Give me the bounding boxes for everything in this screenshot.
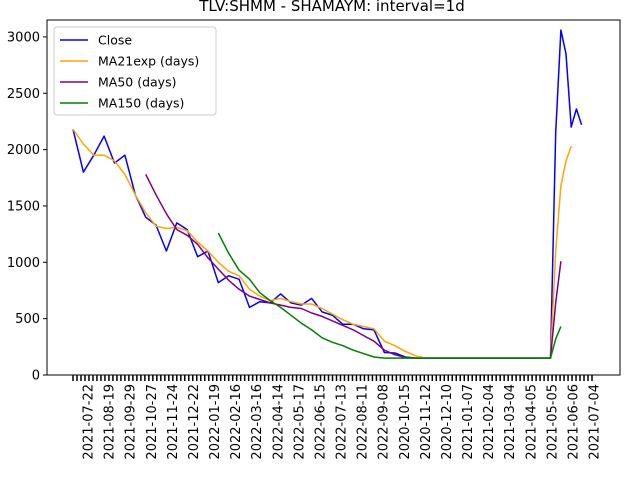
y-tick-label: 2000 xyxy=(7,143,40,158)
chart-title: TLV:SHMM - SHAMAYM: interval=1d xyxy=(198,0,464,15)
x-tick-label: 2022-02-16 xyxy=(229,384,244,460)
y-tick-label: 1000 xyxy=(7,256,40,271)
legend: Close MA21exp (days) MA50 (days) MA150 (day… xyxy=(53,26,217,116)
x-tick-label: 2020-12-10 xyxy=(440,384,455,460)
x-tick-label: 2022-04-14 xyxy=(271,384,286,460)
x-tick-label: 2021-07-04 xyxy=(588,384,603,460)
x-tick-label: 2021-12-22 xyxy=(187,384,202,460)
x-axis: 2021-07-22 2021-08-19 2021-09-29 2021-10-27… xyxy=(72,375,603,460)
x-tick-label: 2020-10-15 xyxy=(398,384,413,460)
x-tick-label: 2021-11-24 xyxy=(166,384,181,460)
x-tick-label: 2021-07-22 xyxy=(82,384,97,460)
legend-label: Close xyxy=(98,33,132,48)
x-tick-label: 2021-05-05 xyxy=(545,384,560,460)
legend-box xyxy=(53,26,217,116)
x-tick-label: 2022-03-16 xyxy=(250,384,265,460)
x-tick-label: 2021-08-19 xyxy=(103,384,118,460)
y-axis: 0 500 1000 1500 2000 2500 3000 xyxy=(7,30,47,384)
series-line-ma21exp-days xyxy=(72,128,572,359)
plot-area xyxy=(72,29,583,359)
y-tick-label: 0 xyxy=(32,369,40,384)
series-line-ma150-days xyxy=(217,232,562,359)
x-tick-label: 2022-06-15 xyxy=(313,384,328,460)
x-tick-label: 2021-03-04 xyxy=(503,384,518,460)
x-tick-label: 2022-01-19 xyxy=(208,384,223,460)
legend-label: MA21exp (days) xyxy=(98,54,199,69)
x-tick-label: 2021-10-27 xyxy=(145,384,160,460)
legend-label: MA150 (days) xyxy=(98,96,184,111)
series-line-ma50-days xyxy=(145,174,562,359)
legend-label: MA50 (days) xyxy=(98,75,176,90)
y-tick-label: 2500 xyxy=(7,87,40,102)
plot-frame xyxy=(46,19,621,376)
x-tick-label: 2022-07-13 xyxy=(335,384,350,460)
x-tick-label: 2021-04-05 xyxy=(524,384,539,460)
y-tick-label: 500 xyxy=(15,312,40,327)
x-tick-label: 2021-02-04 xyxy=(482,384,497,460)
x-tick-label: 2022-05-17 xyxy=(292,384,307,460)
x-tick-label: 2021-06-06 xyxy=(566,384,581,460)
x-tick-label: 2021-01-07 xyxy=(461,384,476,460)
y-tick-label: 3000 xyxy=(7,30,40,45)
x-tick-label: 2021-09-29 xyxy=(124,384,139,460)
x-tick-label: 2022-08-11 xyxy=(356,384,371,460)
x-tick-label: 2022-09-08 xyxy=(377,384,392,460)
x-tick-label: 2020-11-12 xyxy=(419,384,434,460)
y-tick-label: 1500 xyxy=(7,199,40,214)
